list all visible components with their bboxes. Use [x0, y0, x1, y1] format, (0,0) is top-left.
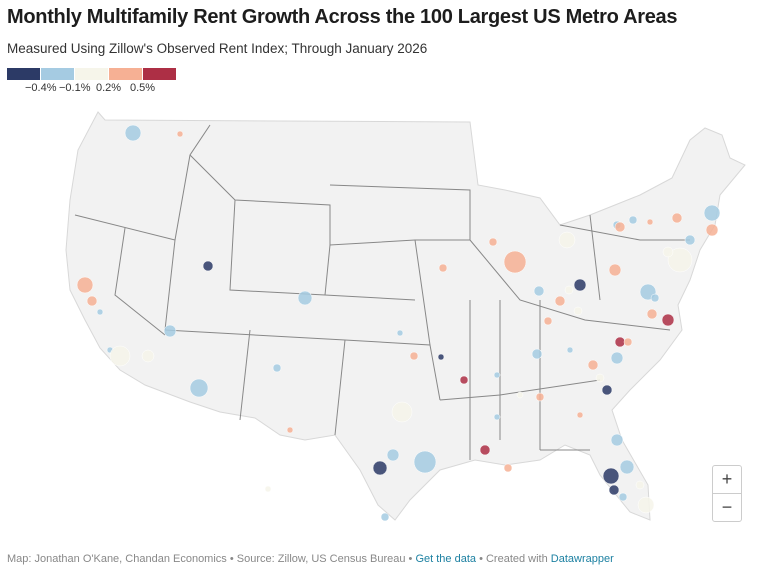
metro-bubble[interactable] [391, 401, 413, 423]
color-legend: −0.4% −0.1% 0.2% 0.5% [7, 68, 176, 96]
metro-bubble[interactable] [372, 460, 388, 476]
metro-bubble[interactable] [558, 231, 576, 249]
metro-bubble[interactable] [109, 345, 131, 367]
metro-bubble[interactable] [493, 371, 501, 379]
metro-bubble[interactable] [543, 316, 553, 326]
footer-credit: Map: Jonathan O'Kane, Chandan Economics … [7, 553, 416, 565]
metro-bubble[interactable] [488, 237, 498, 247]
metro-bubble[interactable] [646, 308, 658, 320]
metro-bubble[interactable] [503, 463, 513, 473]
metro-bubble[interactable] [413, 450, 437, 474]
metro-bubble[interactable] [202, 260, 214, 272]
metro-bubble[interactable] [409, 351, 419, 361]
metro-bubble[interactable] [479, 444, 491, 456]
legend-swatch [109, 68, 142, 80]
metro-bubble[interactable] [623, 337, 633, 347]
legend-swatch [7, 68, 40, 80]
get-data-link[interactable]: Get the data [415, 553, 477, 565]
metro-bubble[interactable] [535, 392, 545, 402]
metro-bubble[interactable] [503, 250, 527, 274]
metro-bubble[interactable] [189, 378, 209, 398]
metro-bubble[interactable] [86, 295, 98, 307]
metro-bubble[interactable] [635, 480, 645, 490]
metro-bubble[interactable] [614, 336, 626, 348]
metro-bubble[interactable] [459, 375, 469, 385]
metro-bubble[interactable] [619, 459, 635, 475]
metro-bubble[interactable] [516, 391, 524, 399]
metro-bubble[interactable] [437, 353, 445, 361]
metro-bubble[interactable] [614, 221, 626, 233]
metro-bubble[interactable] [671, 212, 683, 224]
metro-bubble[interactable] [176, 130, 184, 138]
metro-bubble[interactable] [264, 485, 272, 493]
metro-bubble[interactable] [602, 467, 620, 485]
map-subtitle: Measured Using Zillow's Observed Rent In… [7, 41, 428, 56]
legend-label: 0.5% [130, 82, 156, 94]
us-map[interactable] [0, 95, 760, 545]
metro-bubble[interactable] [705, 223, 719, 237]
zoom-in-button[interactable]: + [721, 469, 733, 489]
legend-label: −0.1% [59, 82, 91, 94]
footer-sep: • Created with [476, 553, 551, 565]
metro-bubble[interactable] [608, 484, 620, 496]
metro-bubbles [76, 124, 721, 522]
metro-bubble[interactable] [608, 263, 622, 277]
metro-bubble[interactable] [396, 329, 404, 337]
metro-bubble[interactable] [576, 411, 584, 419]
metro-bubble[interactable] [610, 351, 624, 365]
zoom-out-button[interactable]: − [713, 493, 741, 521]
datawrapper-link[interactable]: Datawrapper [550, 553, 614, 565]
metro-bubble[interactable] [595, 373, 605, 383]
legend-label: −0.4% [25, 82, 57, 94]
metro-bubble[interactable] [297, 290, 313, 306]
metro-bubble[interactable] [667, 247, 693, 273]
metro-bubble[interactable] [610, 433, 624, 447]
metro-bubble[interactable] [618, 492, 628, 502]
footer: Map: Jonathan O'Kane, Chandan Economics … [7, 553, 614, 565]
metro-bubble[interactable] [564, 285, 574, 295]
legend-swatch [75, 68, 108, 80]
metro-bubble[interactable] [380, 512, 390, 522]
metro-bubble[interactable] [637, 496, 655, 514]
legend-swatch [143, 68, 176, 80]
metro-bubble[interactable] [573, 278, 587, 292]
metro-bubble[interactable] [573, 306, 583, 316]
metro-bubble[interactable] [124, 124, 142, 142]
metro-bubble[interactable] [601, 384, 613, 396]
state-borders [74, 124, 690, 460]
metro-bubble[interactable] [96, 308, 104, 316]
metro-bubble[interactable] [531, 348, 543, 360]
metro-bubble[interactable] [163, 324, 177, 338]
legend-swatch [41, 68, 74, 80]
metro-bubble[interactable] [566, 346, 574, 354]
metro-bubble[interactable] [76, 276, 94, 294]
metro-bubble[interactable] [650, 293, 660, 303]
metro-bubble[interactable] [493, 413, 501, 421]
metro-bubble[interactable] [661, 313, 675, 327]
metro-bubble[interactable] [554, 295, 566, 307]
us-outline [65, 111, 746, 521]
metro-bubble[interactable] [141, 349, 155, 363]
metro-bubble[interactable] [628, 215, 638, 225]
metro-bubble[interactable] [533, 285, 545, 297]
zoom-controls: + − [712, 465, 742, 522]
map-title: Monthly Multifamily Rent Growth Across t… [7, 6, 678, 28]
metro-bubble[interactable] [646, 218, 654, 226]
legend-label: 0.2% [96, 82, 122, 94]
metro-bubble[interactable] [386, 448, 400, 462]
metro-bubble[interactable] [438, 263, 448, 273]
metro-bubble[interactable] [662, 246, 674, 258]
metro-bubble[interactable] [286, 426, 294, 434]
metro-bubble[interactable] [703, 204, 721, 222]
metro-bubble[interactable] [684, 234, 696, 246]
metro-bubble[interactable] [587, 359, 599, 371]
metro-bubble[interactable] [272, 363, 282, 373]
